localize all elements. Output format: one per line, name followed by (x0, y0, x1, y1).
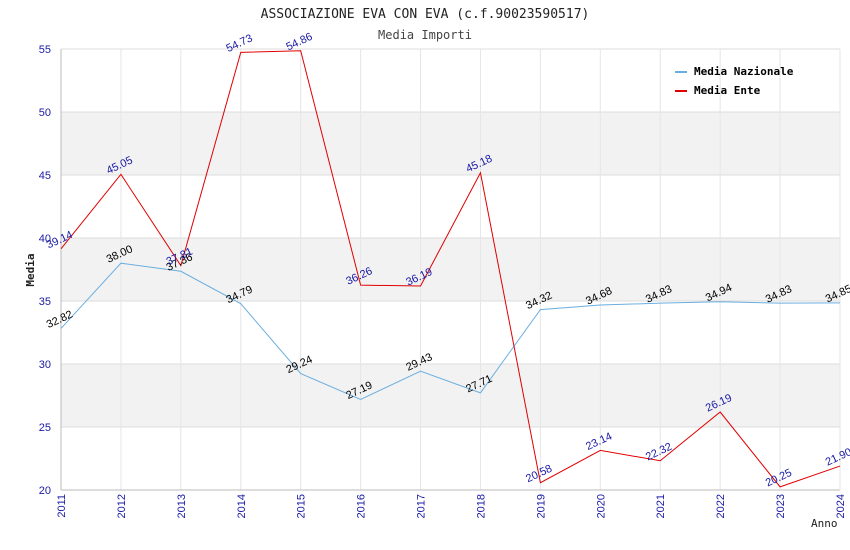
x-tick-label: 2018 (475, 494, 487, 518)
axes (60, 49, 841, 491)
y-tick-label: 45 (39, 170, 51, 182)
x-tick-label: 2013 (176, 494, 188, 518)
chart-title: ASSOCIAZIONE EVA CON EVA (c.f.9002359051… (261, 7, 590, 22)
chart-subtitle: Media Importi (378, 28, 472, 42)
legend-label-ente: Media Ente (694, 84, 761, 97)
plot-band (61, 112, 840, 175)
plot-band (61, 238, 840, 301)
legend-label-nazionale: Media Nazionale (694, 65, 794, 78)
plot-band (61, 364, 840, 427)
series-line-ente (60, 50, 841, 488)
data-label-ente: 54.73 (224, 32, 254, 55)
data-label-ente: 54.86 (284, 31, 314, 54)
x-axis-label: Anno (811, 517, 838, 530)
y-axis-label: Media (24, 253, 37, 286)
y-tick-label: 55 (39, 44, 51, 56)
data-label-ente: 22.32 (644, 441, 674, 464)
x-tick-label: 2014 (236, 494, 248, 518)
data-label-nazionale: 32.82 (45, 308, 75, 331)
plot-bands (61, 112, 840, 427)
x-tick-label: 2017 (416, 494, 428, 518)
x-tick-label: 2015 (296, 494, 308, 518)
gridlines (61, 48, 840, 491)
y-axis-ticks: 20 25 30 35 40 45 50 55 (39, 44, 51, 497)
legend: Media Nazionale Media Ente (675, 65, 794, 97)
x-tick-label: 2016 (356, 494, 368, 518)
y-tick-label: 35 (39, 296, 51, 308)
x-axis-ticks: 2011 2012 2013 2014 2015 2016 2017 2018 2019 2020… (56, 494, 847, 518)
data-label-ente: 20.58 (524, 463, 554, 486)
x-tick-label: 2024 (835, 494, 847, 518)
x-tick-label: 2019 (535, 494, 547, 518)
data-label-ente: 23.14 (584, 430, 614, 453)
y-tick-label: 50 (39, 107, 51, 119)
y-tick-label: 40 (39, 233, 51, 245)
x-tick-label: 2023 (775, 494, 787, 518)
x-tick-label: 2012 (116, 494, 128, 518)
y-tick-label: 30 (39, 359, 51, 371)
y-tick-label: 25 (39, 422, 51, 434)
x-tick-label: 2020 (595, 494, 607, 518)
data-label-ente: 21.90 (824, 446, 850, 469)
series-group (60, 50, 841, 488)
y-tick-label: 20 (39, 485, 51, 497)
x-tick-label: 2021 (655, 494, 667, 518)
x-tick-label: 2022 (715, 494, 727, 518)
series-line-nazionale (60, 262, 841, 400)
x-tick-label: 2011 (56, 494, 68, 518)
